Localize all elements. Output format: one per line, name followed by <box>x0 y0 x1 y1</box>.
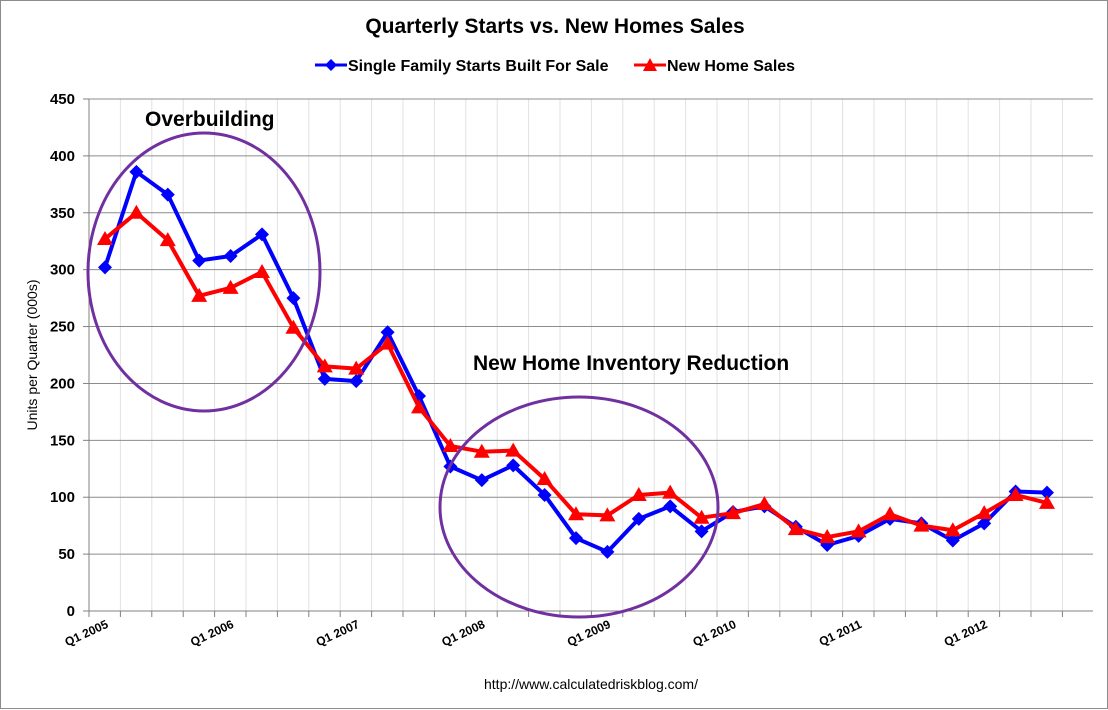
y-tick-label: 300 <box>50 262 75 279</box>
sales-point <box>536 471 553 486</box>
chart-title: Quarterly Starts vs. New Homes Sales <box>365 15 744 38</box>
inventory-reduction-ellipse <box>438 395 720 619</box>
sales-point <box>662 484 679 499</box>
y-tick-label: 200 <box>50 375 75 392</box>
sales-point <box>316 358 333 373</box>
sales-point <box>97 230 113 245</box>
x-tick-label: Q1 2005 <box>63 617 111 649</box>
x-tick-label: Q1 2008 <box>439 617 487 649</box>
y-tick-label: 50 <box>58 546 75 563</box>
starts-point <box>160 187 175 202</box>
y-tick-label: 100 <box>50 489 75 506</box>
source-url: http://www.calculatedriskblog.com/ <box>484 676 698 692</box>
sales-point <box>1039 494 1055 509</box>
sales-point <box>630 486 647 501</box>
sales-point <box>568 506 584 521</box>
annotation-overbuilding: Overbuilding <box>145 108 275 131</box>
legend-label-sales: New Home Sales <box>667 58 795 75</box>
y-tick-label: 400 <box>50 148 75 165</box>
y-tick-label: 0 <box>67 603 75 620</box>
starts-point <box>537 487 552 502</box>
series-layer <box>97 164 1055 559</box>
starts-point <box>977 516 992 531</box>
starts-point <box>506 458 521 473</box>
legend-marker-starts <box>325 59 337 71</box>
legend: Single Family Starts Built For Sale New … <box>315 58 795 75</box>
sales-point <box>254 263 270 278</box>
starts-point <box>129 164 144 179</box>
y-tick-label: 150 <box>50 432 75 449</box>
sales-point <box>913 517 930 532</box>
sales-point <box>976 505 993 520</box>
starts-point <box>600 544 615 559</box>
y-axis-label: Units per Quarter (000s) <box>24 280 40 431</box>
sales-point <box>787 521 804 536</box>
x-tick-label: Q1 2009 <box>565 617 613 649</box>
y-tick-label: 450 <box>50 91 75 108</box>
x-tick-label: Q1 2011 <box>817 617 864 649</box>
starts-point <box>192 253 207 268</box>
y-tick-label: 250 <box>50 319 75 336</box>
starts-point <box>98 260 112 275</box>
sales-point <box>693 509 710 524</box>
starts-point <box>380 325 395 340</box>
sales-point <box>191 287 208 302</box>
sales-point <box>159 232 176 247</box>
sales-point <box>128 204 145 219</box>
starts-point <box>317 371 332 386</box>
starts-point <box>474 473 489 488</box>
sales-point <box>725 505 741 520</box>
annotation-inventory-reduction: New Home Inventory Reduction <box>473 352 789 375</box>
starts-point <box>663 499 678 514</box>
legend-item-sales: New Home Sales <box>634 58 795 75</box>
overbuilding-ellipse <box>86 131 322 413</box>
sales-point <box>379 335 396 350</box>
x-tick-label: Q1 2006 <box>188 617 236 649</box>
sales-point <box>442 438 459 453</box>
starts-point <box>631 511 646 526</box>
sales-point <box>850 523 867 538</box>
x-tick-label: Q1 2012 <box>942 617 990 649</box>
sales-point <box>285 319 302 334</box>
starts-point <box>694 524 709 539</box>
sales-point <box>222 279 239 294</box>
starts-point <box>1040 485 1054 500</box>
sales-point <box>944 522 961 537</box>
y-tick-label: 350 <box>50 205 75 222</box>
sales-point <box>756 496 773 511</box>
legend-label-starts: Single Family Starts Built For Sale <box>348 58 609 75</box>
starts-point <box>255 227 269 242</box>
sales-point <box>1007 486 1024 501</box>
starts-point <box>569 531 583 546</box>
sales-point <box>473 443 490 458</box>
starts-point <box>223 249 238 264</box>
starts-point <box>286 291 301 306</box>
sales-point <box>411 399 427 414</box>
legend-item-starts: Single Family Starts Built For Sale <box>315 58 609 75</box>
sales-point <box>348 360 365 375</box>
starts-point <box>945 533 960 548</box>
x-tick-label: Q1 2007 <box>314 617 362 649</box>
sales-point <box>599 507 616 522</box>
x-tick-label: Q1 2010 <box>691 617 739 649</box>
sales-point <box>819 529 836 544</box>
sales-point <box>882 506 898 521</box>
starts-point <box>349 374 364 389</box>
legend-marker-sales <box>643 58 657 71</box>
sales-point <box>505 442 522 457</box>
